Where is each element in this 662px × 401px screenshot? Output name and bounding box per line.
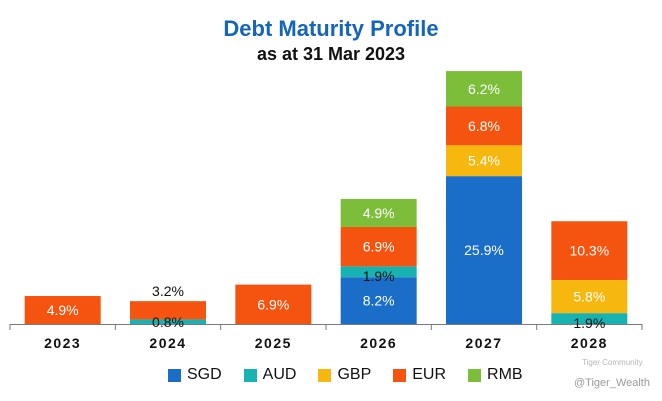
bar-segment-rmb-2027: [446, 71, 522, 107]
chart-subtitle: as at 31 Mar 2023: [256, 44, 406, 64]
x-tick-label-2024: 2024: [149, 335, 186, 351]
data-label-sgd-2027: 25.9%: [464, 242, 504, 258]
legend-label-eur: EUR: [412, 366, 447, 383]
bar-segment-eur-2024: [130, 301, 206, 320]
bar-segment-gbp-2027: [446, 145, 522, 177]
data-label-aud-2024: 0.8%: [152, 314, 184, 330]
x-tick-label-2023: 2023: [44, 335, 81, 351]
legend-item-eur: EUR: [393, 366, 446, 384]
data-label-rmb-2026: 4.9%: [363, 205, 395, 221]
legend-item-sgd: SGD: [168, 366, 222, 384]
data-label-aud-2028: 1.9%: [573, 315, 605, 331]
bar-segment-eur-2027: [446, 106, 522, 146]
legend-item-gbp: GBP: [318, 366, 371, 384]
data-label-eur-2027: 6.8%: [468, 118, 500, 134]
data-label-aud-2026: 1.9%: [363, 268, 395, 284]
data-label-eur-2026: 6.9%: [363, 239, 395, 255]
legend-swatch-aud: [243, 368, 257, 382]
data-label-eur-2023: 4.9%: [47, 302, 79, 318]
x-tick-label-2027: 2027: [465, 335, 502, 351]
bar-segment-aud-2028: [551, 313, 628, 324]
watermark-handle: @Tiger_Wealth: [574, 377, 650, 389]
data-label-eur-2025: 6.9%: [257, 296, 289, 312]
bar-segment-gbp-2028: [551, 280, 628, 314]
bar-segment-aud-2024: [130, 319, 206, 324]
x-tick-label-2028: 2028: [571, 335, 608, 351]
legend-swatch-sgd: [168, 368, 181, 382]
bar-segment-sgd-2027: [446, 176, 522, 324]
legend-swatch-eur: [393, 368, 407, 382]
legend-label-rmb: RMB: [487, 366, 523, 383]
chart-title: Debt Maturity Profile: [223, 16, 439, 41]
legend-label-sgd: SGD: [187, 366, 222, 383]
bar-segment-eur-2023: [24, 296, 101, 324]
data-label-sgd-2026: 8.2%: [363, 293, 395, 309]
bar-segment-eur-2026: [340, 226, 417, 267]
legend-label-gbp: GBP: [337, 366, 372, 383]
bar-segment-sgd-2026: [340, 277, 417, 324]
data-label-eur-2024: 3.2%: [152, 283, 184, 299]
chart-legend: SGD AUD GBP EUR RMB: [168, 366, 523, 384]
legend-item-rmb: RMB: [468, 366, 523, 384]
data-label-eur-2028: 10.3%: [569, 243, 609, 259]
legend-swatch-gbp: [318, 368, 332, 382]
data-label-gbp-2028: 5.8%: [573, 289, 605, 305]
legend-label-aud: AUD: [262, 366, 297, 383]
x-tick-label-2025: 2025: [255, 335, 292, 351]
data-label-gbp-2027: 5.4%: [468, 153, 500, 169]
bar-segment-aud-2026: [340, 266, 417, 278]
x-tick-label-2026: 2026: [360, 335, 397, 351]
legend-swatch-rmb: [468, 368, 482, 382]
data-label-rmb-2027: 6.2%: [468, 81, 500, 97]
bar-segment-eur-2025: [235, 284, 312, 324]
legend-item-aud: AUD: [243, 366, 297, 384]
bar-segment-rmb-2026: [340, 198, 417, 227]
bar-segment-eur-2028: [551, 221, 628, 281]
watermark-community: Tiger Community: [582, 358, 643, 367]
